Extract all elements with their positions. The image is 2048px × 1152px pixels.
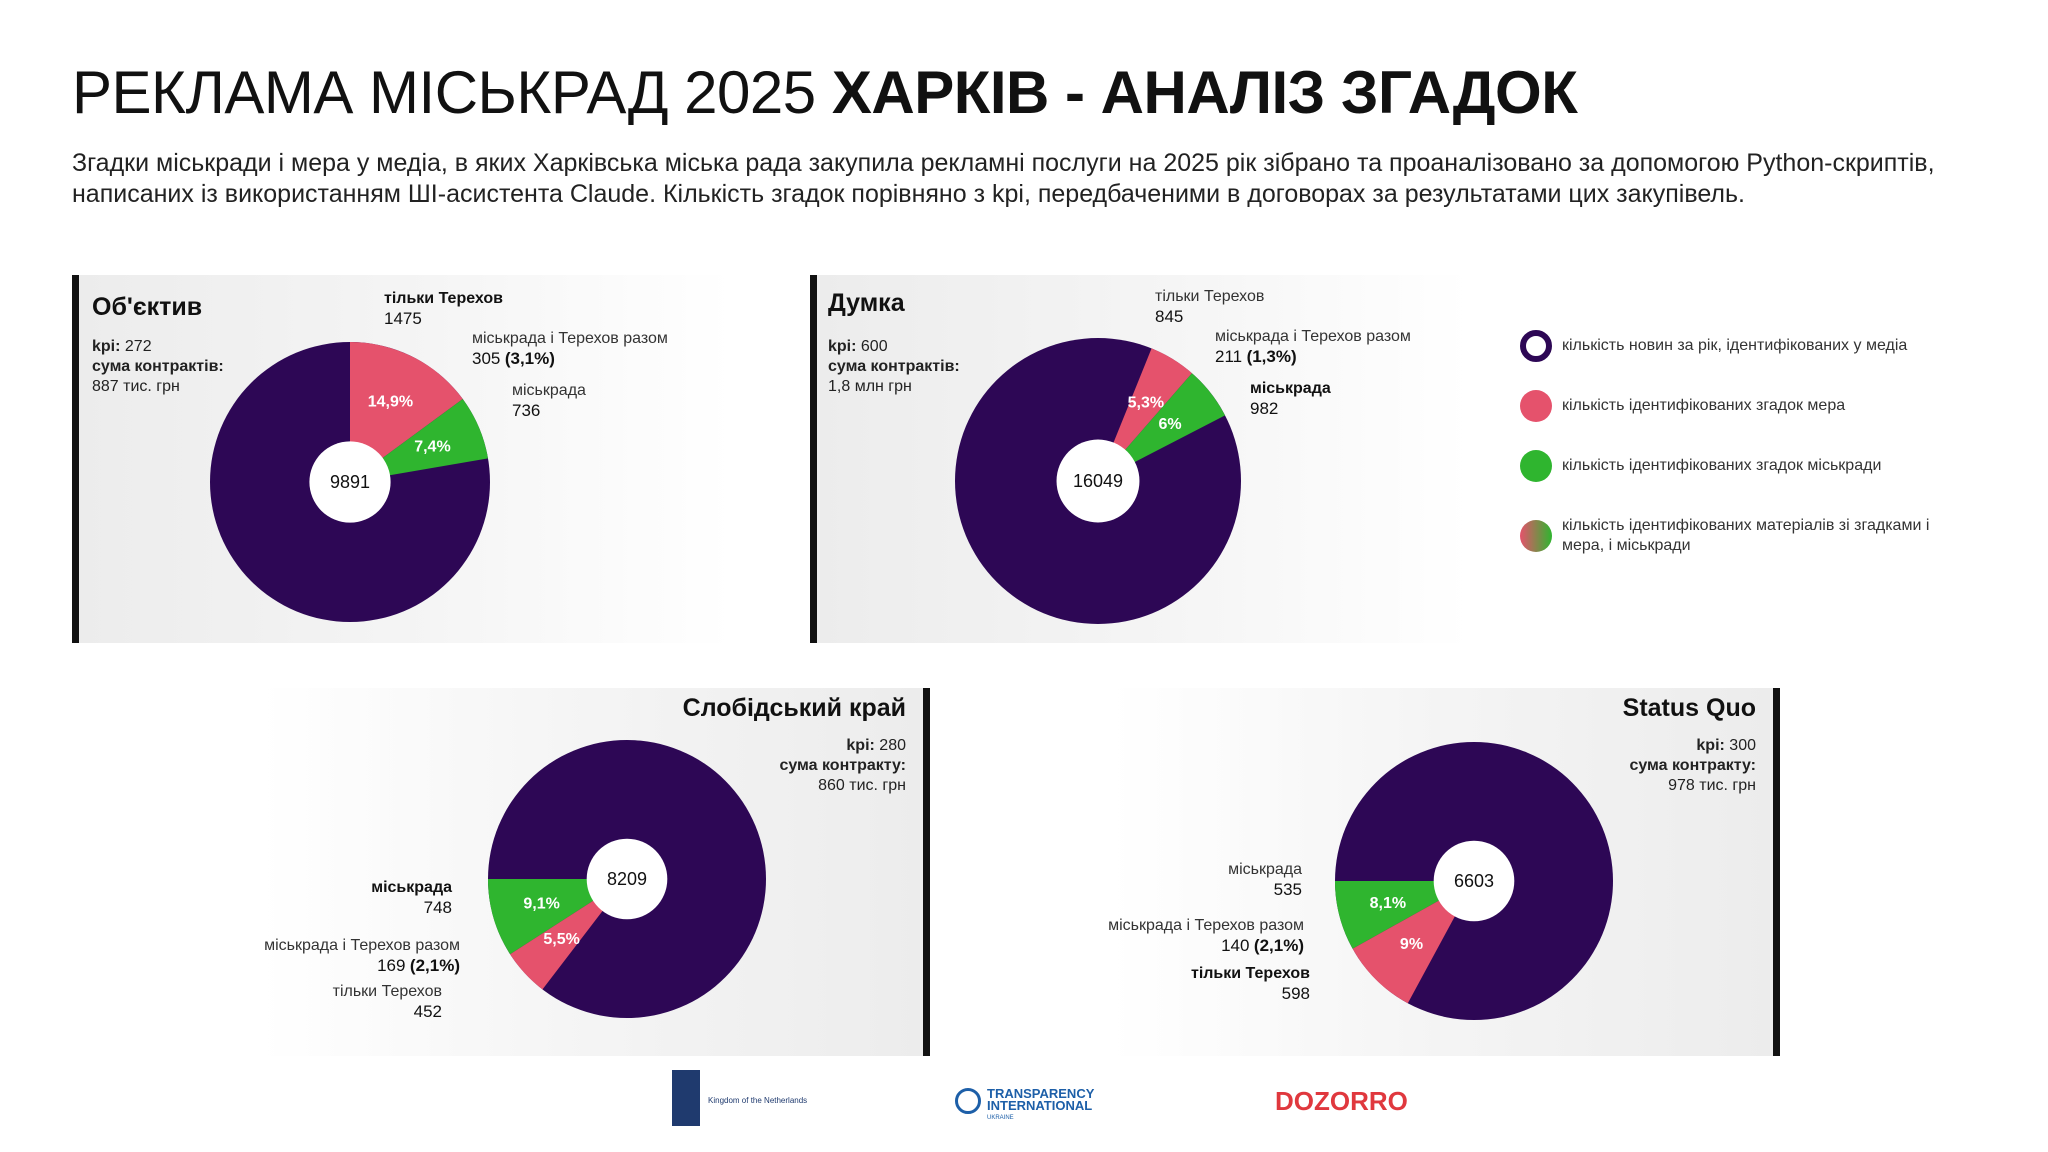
kpi-info: kpi: 272 сума контрактів: 887 тис. грн [92,338,224,395]
panel-accent-bar [1773,688,1780,1056]
slice-pct-label: 7,4% [414,438,450,455]
donut-slice-mayor [350,342,463,482]
slice-pct-label: 5,5% [543,931,579,948]
panel-accent-bar [810,275,817,643]
slice-pct-label: 8,1% [1370,895,1406,912]
legend-swatch-mayor [1520,390,1552,422]
slice-pct-label: 5,3% [1128,394,1164,411]
panel-title: Думка [828,289,905,317]
donut-total-label: 6603 [1454,871,1494,891]
legend-label: кількість новин за рік, ідентифікованих … [1562,337,1908,354]
panel-title: Об'єктив [92,293,203,321]
label-both: міськрада і Терехов разом 305 (3,1%) [472,330,668,368]
label-both: міськрада і Терехов разом 211 (1,3%) [1215,328,1411,366]
legend-swatch-both [1520,520,1552,552]
label-council: міськрада 748 [371,879,452,917]
donut-total-label: 16049 [1073,471,1123,491]
donut-hole [1056,439,1140,523]
donut-chart-obiektyv: 14,9% 7,4% 9891 [210,342,490,622]
ti-globe-icon [955,1088,981,1114]
dozorro-logo: DOZORRO [1275,1086,1408,1116]
slice-pct-label: 9,1% [523,896,559,913]
legend-label: кількість ідентифікованих згадок міськра… [1562,457,1882,474]
panel-accent-bar [923,688,930,1056]
legend-swatch-total [1520,330,1552,362]
label-council: міськрада 736 [512,382,586,420]
legend-label: кількість ідентифікованих матеріалів зі … [1562,517,1930,554]
donut-total-label: 9891 [330,472,370,492]
page-title: РЕКЛАМА МІСЬКРАД 2025 ХАРКІВ - АНАЛІЗ ЗГ… [72,59,1578,126]
label-mayor-only: тільки Терехов 452 [332,983,442,1021]
donut-slice-mayor [1352,881,1474,1004]
label-council: міськрада 535 [1228,861,1302,899]
panel-title: Status Quo [1622,694,1756,722]
donut-hole [586,838,668,920]
donut-slice-council [1098,373,1226,481]
slice-pct-label: 9% [1400,936,1423,953]
label-both: міськрада і Терехов разом 169 (2,1%) [264,937,460,975]
label-mayor-only: тільки Терехов 598 [1190,965,1310,1003]
netherlands-shield-icon [672,1070,700,1126]
donut-hole [309,441,391,523]
label-mayor-only: тільки Терехов 1475 [384,290,504,328]
panel-accent-bar [72,275,79,643]
kpi-info: kpi: 280 сума контракту: 860 тис. грн [779,737,906,794]
donut-chart-dumka: 5,3% 6% 16049 [955,338,1241,624]
label-mayor-only: тільки Терехов 845 [1155,288,1265,326]
legend-swatch-council [1520,450,1552,482]
kpi-info: kpi: 300 сума контракту: 978 тис. грн [1629,737,1756,794]
netherlands-logo-text: Kingdom of the Netherlands [708,1096,808,1105]
ti-logo-text: TRANSPARENCY INTERNATIONAL [987,1086,1095,1113]
kpi-info: kpi: 600 сума контрактів: 1,8 млн грн [828,338,960,395]
donut-hole [1433,840,1515,922]
ti-logo-subtext: UKRAINE [987,1115,1014,1121]
donut-chart-status-quo: 8,1% 9% 6603 [1335,742,1613,1020]
donut-chart-slobidskyi-krai: 9,1% 5,5% 8209 [488,740,766,1018]
panel-title: Слобідський край [682,694,906,722]
label-both: міськрада і Терехов разом 140 (2,1%) [1108,917,1304,955]
donut-total-label: 8209 [607,869,647,889]
label-council: міськрада 982 [1250,380,1331,418]
legend-label: кількість ідентифікованих згадок мера [1562,397,1846,414]
slice-pct-label: 6% [1158,416,1181,433]
slice-pct-label: 14,9% [368,394,413,411]
page-description: Згадки міськради і мера у медіа, в яких … [72,149,1935,208]
